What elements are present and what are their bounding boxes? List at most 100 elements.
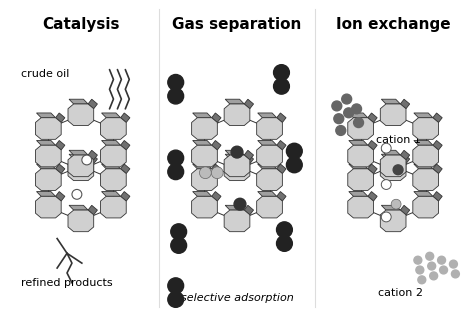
Circle shape [286,157,302,173]
Polygon shape [191,196,217,218]
Polygon shape [55,191,65,201]
Polygon shape [257,169,283,191]
Polygon shape [244,150,254,160]
Polygon shape [100,145,126,167]
Polygon shape [414,113,433,118]
Polygon shape [192,141,212,145]
Circle shape [168,150,183,166]
Circle shape [416,266,424,274]
Circle shape [171,224,187,240]
Polygon shape [100,196,126,218]
Polygon shape [401,154,410,164]
Circle shape [438,256,446,264]
Circle shape [273,78,290,94]
Circle shape [414,256,422,264]
Circle shape [168,164,183,179]
Polygon shape [225,205,244,210]
Polygon shape [88,205,97,215]
Polygon shape [212,164,221,173]
Polygon shape [101,141,120,145]
Polygon shape [36,118,61,139]
Circle shape [393,165,403,175]
Polygon shape [244,205,254,215]
Circle shape [342,94,352,104]
Polygon shape [120,141,130,150]
Polygon shape [36,141,55,145]
Circle shape [82,155,92,165]
Circle shape [171,238,187,253]
Polygon shape [225,99,244,104]
Circle shape [418,276,426,284]
Circle shape [354,118,364,128]
Polygon shape [414,164,433,169]
Polygon shape [277,141,286,150]
Circle shape [168,278,183,294]
Circle shape [381,179,391,189]
Polygon shape [101,113,120,118]
Circle shape [451,270,459,278]
Polygon shape [191,145,217,167]
Circle shape [449,260,457,268]
Polygon shape [212,113,221,123]
Polygon shape [68,155,94,177]
Polygon shape [258,113,277,118]
Circle shape [426,252,434,260]
Polygon shape [258,164,277,169]
Polygon shape [433,113,442,123]
Circle shape [276,222,292,238]
Polygon shape [191,169,217,191]
Polygon shape [413,169,438,191]
Polygon shape [192,113,212,118]
Polygon shape [36,196,61,218]
Polygon shape [368,164,377,173]
Circle shape [200,167,211,179]
Polygon shape [368,141,377,150]
Polygon shape [368,113,377,123]
Text: refined products: refined products [20,278,112,288]
Polygon shape [381,150,401,155]
Polygon shape [69,99,88,104]
Polygon shape [244,154,254,164]
Circle shape [428,262,436,270]
Polygon shape [413,196,438,218]
Polygon shape [401,99,410,109]
Circle shape [430,272,438,280]
Polygon shape [381,154,401,159]
Polygon shape [277,191,286,201]
Polygon shape [36,169,61,191]
Polygon shape [88,150,97,160]
Circle shape [234,198,246,210]
Circle shape [276,236,292,251]
Polygon shape [212,141,221,150]
Polygon shape [212,191,221,201]
Polygon shape [380,155,406,177]
Circle shape [439,266,447,274]
Polygon shape [349,191,368,196]
Polygon shape [224,104,250,125]
Text: cation 2: cation 2 [378,288,423,298]
Circle shape [211,167,223,179]
Polygon shape [380,104,406,125]
Polygon shape [55,113,65,123]
Polygon shape [349,113,368,118]
Polygon shape [100,169,126,191]
Circle shape [336,125,346,135]
Polygon shape [433,191,442,201]
Polygon shape [69,150,88,155]
Polygon shape [68,210,94,232]
Polygon shape [414,191,433,196]
Polygon shape [36,164,55,169]
Circle shape [381,143,391,153]
Polygon shape [100,118,126,139]
Circle shape [344,108,354,118]
Polygon shape [381,205,401,210]
Text: crude oil: crude oil [20,69,69,78]
Polygon shape [224,155,250,177]
Polygon shape [277,164,286,173]
Polygon shape [120,191,130,201]
Polygon shape [244,99,254,109]
Circle shape [391,199,401,209]
Polygon shape [401,150,410,160]
Circle shape [168,88,183,104]
Circle shape [334,114,344,124]
